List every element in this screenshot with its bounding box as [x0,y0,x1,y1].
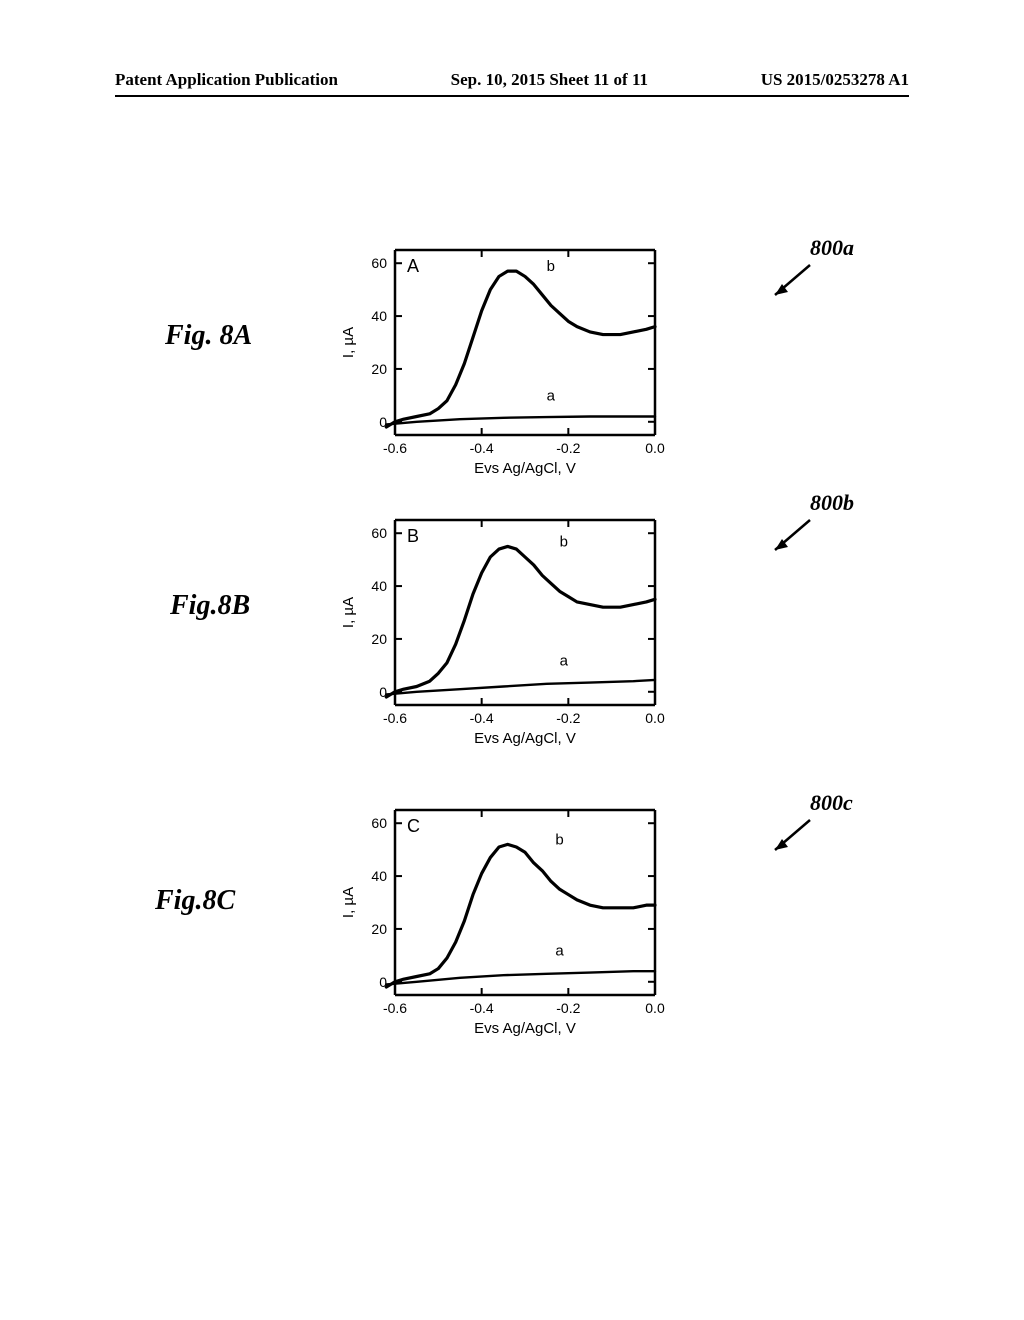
curve-b [386,844,655,987]
x-tick-label: -0.2 [556,440,580,456]
y-axis-label: I, µA [340,887,357,918]
x-axis-label: Evs Ag/AgCl, V [474,460,576,477]
header-left: Patent Application Publication [115,70,338,90]
y-axis-label: I, µA [340,327,357,358]
y-tick-label: 60 [371,525,387,541]
x-tick-label: -0.6 [383,440,407,456]
curve-b-label: b [560,533,568,550]
x-axis-label: Evs Ag/AgCl, V [474,1020,576,1037]
x-tick-label: -0.4 [470,1000,494,1016]
x-tick-label: -0.6 [383,1000,407,1016]
header-center: Sep. 10, 2015 Sheet 11 of 11 [451,70,648,90]
voltammogram-chart: -0.6-0.4-0.20.00204060Evs Ag/AgCl, VI, µ… [340,800,667,1045]
chart-panel: -0.6-0.4-0.20.00204060Evs Ag/AgCl, VI, µ… [340,800,940,1060]
y-tick-label: 40 [371,308,387,324]
curve-a-label: a [555,942,564,959]
figure-label: Fig.8B [170,590,250,622]
y-tick-label: 60 [371,815,387,831]
voltammogram-chart: -0.6-0.4-0.20.00204060Evs Ag/AgCl, VI, µ… [340,510,667,755]
y-tick-label: 60 [371,255,387,271]
x-tick-label: 0.0 [645,1000,665,1016]
x-tick-label: -0.2 [556,710,580,726]
figure-label: Fig.8C [155,885,235,917]
figure-label: Fig. 8A [165,320,252,352]
header-right: US 2015/0253278 A1 [761,70,909,90]
y-tick-label: 20 [371,921,387,937]
curve-b-label: b [547,258,555,275]
header-rule [115,95,909,97]
voltammogram-chart: -0.6-0.4-0.20.00204060Evs Ag/AgCl, VI, µ… [340,240,667,485]
x-tick-label: 0.0 [645,710,665,726]
x-tick-label: -0.4 [470,710,494,726]
curve-b [386,546,655,697]
panel-letter: A [407,256,419,276]
x-tick-label: 0.0 [645,440,665,456]
page-header: Patent Application Publication Sep. 10, … [0,70,1024,90]
x-axis-label: Evs Ag/AgCl, V [474,730,576,747]
chart-panel: -0.6-0.4-0.20.00204060Evs Ag/AgCl, VI, µ… [340,510,940,770]
chart-panel: -0.6-0.4-0.20.00204060Evs Ag/AgCl, VI, µ… [340,240,940,500]
curve-b [386,271,655,427]
x-tick-label: -0.2 [556,1000,580,1016]
panel-letter: C [407,816,420,836]
curve-b-label: b [555,831,563,848]
y-tick-label: 20 [371,631,387,647]
curve-a [386,417,655,425]
y-axis-label: I, µA [340,597,357,628]
y-tick-label: 40 [371,868,387,884]
curve-a-label: a [547,388,556,405]
panel-letter: B [407,526,419,546]
x-tick-label: -0.4 [470,440,494,456]
y-tick-label: 20 [371,361,387,377]
y-tick-label: 40 [371,578,387,594]
curve-a-label: a [560,652,569,669]
x-tick-label: -0.6 [383,710,407,726]
